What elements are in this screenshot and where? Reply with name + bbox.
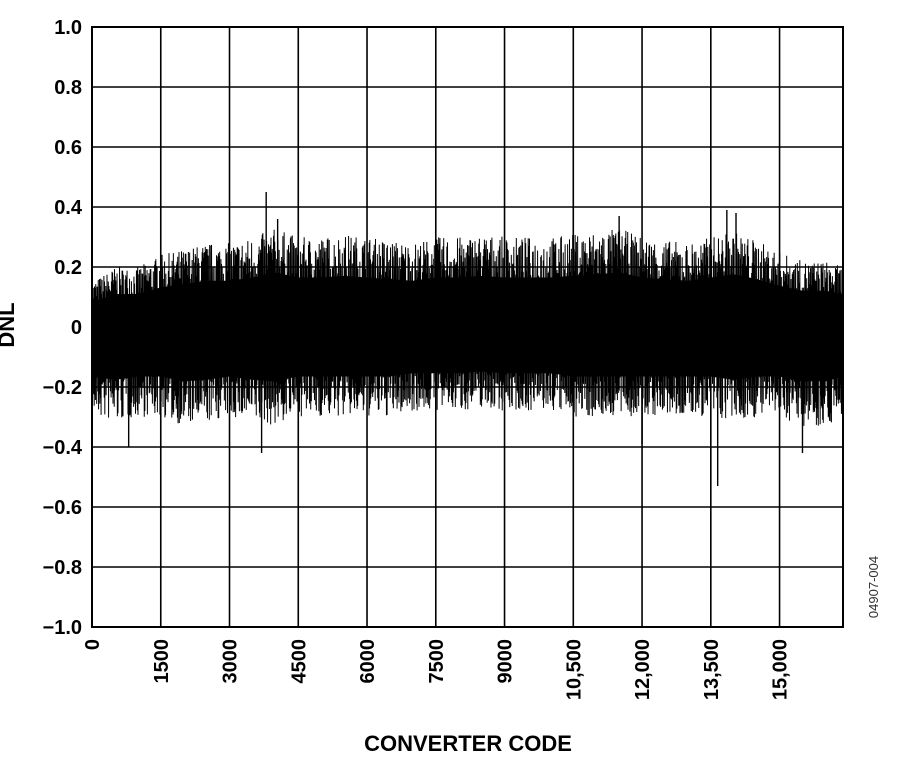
x-tick-label: 0 <box>82 639 104 650</box>
x-axis-title: CONVERTER CODE <box>364 731 572 756</box>
x-tick-labels: 0 1500 3000 4500 6000 7500 9000 10,500 12,000 13,… <box>82 639 792 700</box>
y-tick-label: 0 <box>71 317 82 339</box>
x-tick-label: 3000 <box>220 639 242 684</box>
dnl-series <box>91 192 844 486</box>
y-tick-label: −1.0 <box>43 617 82 639</box>
x-tick-label: 1500 <box>151 639 173 684</box>
x-tick-label: 10,500 <box>563 639 585 700</box>
x-tick-label: 4500 <box>288 639 310 684</box>
y-tick-label: −0.4 <box>43 437 83 459</box>
y-axis-title: DNL <box>0 302 19 347</box>
y-tick-label: 0.2 <box>54 257 82 279</box>
x-tick-label: 15,000 <box>770 639 792 700</box>
y-tick-label: 1.0 <box>54 17 82 39</box>
y-tick-label: 0.4 <box>54 197 83 219</box>
dnl-trace <box>91 229 844 426</box>
y-tick-label: −0.2 <box>43 377 82 399</box>
figure-id: 04907-004 <box>866 556 881 618</box>
y-tick-label: 0.6 <box>54 137 82 159</box>
y-tick-labels: 1.0 0.8 0.6 0.4 0.2 0 −0.2 −0.4 −0.6 −0.8 −1.0 <box>43 17 83 639</box>
x-tick-label: 12,000 <box>632 639 654 700</box>
x-tick-label: 6000 <box>357 639 379 684</box>
x-tick-label: 13,500 <box>701 639 723 700</box>
y-tick-label: −0.8 <box>43 557 82 579</box>
y-tick-label: 0.8 <box>54 77 82 99</box>
plot-frame <box>91 26 844 628</box>
y-tick-label: −0.6 <box>43 497 82 519</box>
x-tick-label: 7500 <box>426 639 448 684</box>
x-tick-label: 9000 <box>495 639 517 684</box>
